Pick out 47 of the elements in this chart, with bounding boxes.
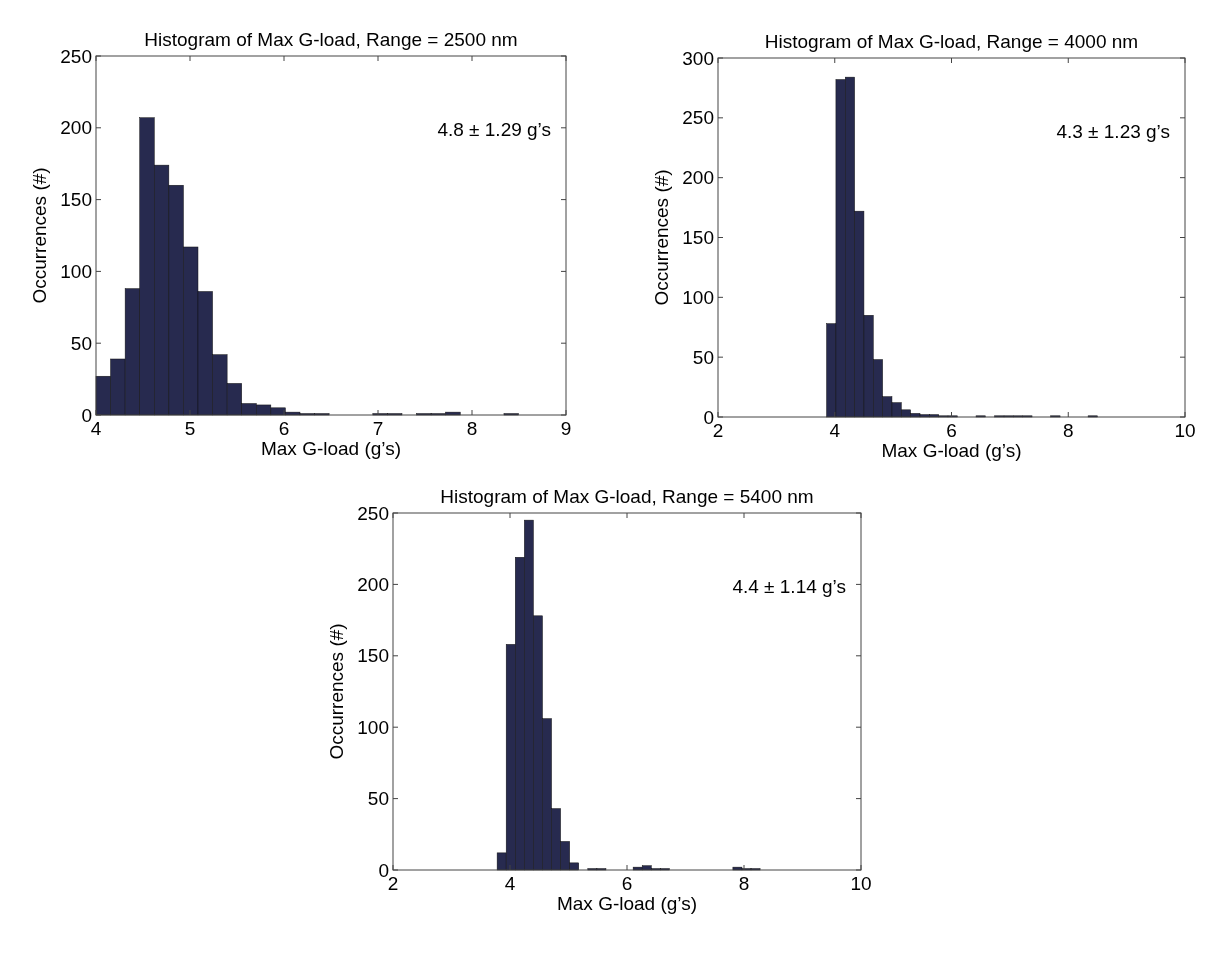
y-axis-title: Occurrences (#) [326, 623, 347, 760]
x-tick-label: 7 [372, 418, 384, 439]
y-tick-label: 0 [703, 406, 714, 428]
x-tick-label: 10 [850, 873, 872, 894]
y-tick-label: 200 [357, 574, 389, 596]
y-tick-label: 200 [60, 117, 92, 139]
y-tick-label: 200 [682, 167, 714, 189]
x-tick-label: 8 [738, 873, 750, 894]
y-tick-label: 50 [70, 332, 92, 354]
y-tick-label: 150 [682, 227, 714, 249]
y-tick-label: 0 [378, 859, 389, 881]
x-tick-label: 10 [1174, 420, 1196, 441]
y-tick-label: 100 [357, 716, 389, 738]
y-axis-title: Occurrences (#) [29, 167, 50, 304]
y-tick-label: 150 [60, 189, 92, 211]
chart-title: Histogram of Max G-load, Range = 5400 nm [440, 486, 814, 507]
x-tick-label: 4 [504, 873, 516, 894]
y-tick-label: 50 [367, 788, 389, 810]
y-tick-label: 300 [682, 47, 714, 69]
x-tick-label: 6 [278, 418, 290, 439]
x-axis-title: Max G-load (g’s) [260, 438, 402, 459]
annotation: 4.3 ± 1.23 g’s [1056, 121, 1170, 142]
x-tick-label: 2 [712, 420, 724, 441]
y-tick-label: 0 [81, 404, 92, 426]
y-tick-label: 250 [357, 502, 389, 524]
x-tick-label: 6 [946, 420, 957, 441]
chart-title: Histogram of Max G-load, Range = 2500 nm [144, 29, 518, 50]
x-tick-label: 8 [466, 418, 478, 439]
x-tick-label: 2 [387, 873, 399, 894]
y-axis-title: Occurrences (#) [651, 169, 672, 306]
x-tick-label: 9 [560, 418, 572, 439]
x-tick-label: 4 [90, 418, 102, 439]
x-axis-title: Max G-load (g’s) [556, 893, 698, 914]
x-tick-label: 8 [1062, 420, 1074, 441]
annotation: 4.4 ± 1.14 g’s [732, 576, 846, 597]
x-tick-label: 4 [829, 420, 841, 441]
y-tick-label: 250 [60, 45, 92, 67]
x-axis-title: Max G-load (g’s) [881, 440, 1022, 461]
chart-title: Histogram of Max G-load, Range = 4000 nm [764, 31, 1139, 52]
y-tick-label: 150 [357, 645, 389, 667]
y-tick-label: 250 [682, 107, 714, 129]
x-tick-label: 6 [621, 873, 633, 894]
annotation: 4.8 ± 1.29 g’s [437, 119, 551, 140]
y-tick-label: 100 [60, 261, 92, 283]
y-tick-label: 100 [682, 286, 714, 308]
y-tick-label: 50 [692, 346, 714, 368]
x-tick-label: 5 [184, 418, 196, 439]
